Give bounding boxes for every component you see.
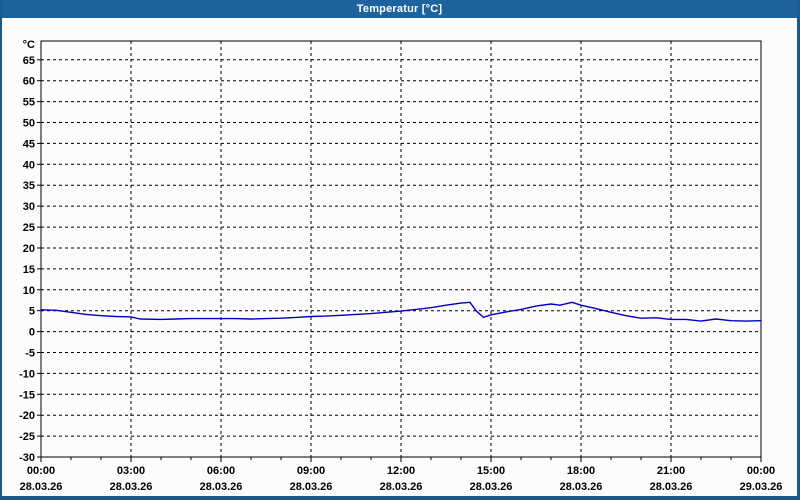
y-tick-label: 35: [23, 180, 35, 192]
y-tick-label: 60: [23, 76, 35, 88]
x-time-label: 09:00: [297, 465, 325, 477]
chart-area: 65 60 55 50 45 40 35 30 25 20 15 10 5 0 -5 -10 -15 -20 -25…: [2, 18, 797, 496]
y-tick-label: -15: [19, 389, 35, 401]
temperature-line: [40, 301, 762, 322]
x-date-label: 28.03.26: [470, 481, 513, 493]
x-time-label: 00:00: [747, 465, 775, 477]
x-date-label: 28.03.26: [200, 481, 243, 493]
y-tick-label: 15: [23, 264, 35, 276]
y-tick-label: 25: [23, 222, 35, 234]
y-tick-label: 0: [29, 327, 35, 339]
x-date-label: 28.03.26: [110, 481, 153, 493]
x-time-label: 21:00: [657, 465, 685, 477]
y-tick-label: -20: [19, 410, 35, 422]
x-date-label: 28.03.26: [560, 481, 603, 493]
y-tick-label: 30: [23, 201, 35, 213]
title-bar: Temperatur [°C]: [2, 0, 797, 18]
y-tick-label: -10: [19, 368, 35, 380]
x-date-label: 29.03.26: [740, 481, 783, 493]
x-date-label: 28.03.26: [290, 481, 333, 493]
x-date-label: 28.03.26: [380, 481, 423, 493]
y-tick-label: -25: [19, 431, 35, 443]
y-tick-label: 40: [23, 159, 35, 171]
y-tick-label: 50: [23, 118, 35, 130]
y-tick-label: 65: [23, 55, 35, 67]
x-time-label: 06:00: [207, 465, 235, 477]
x-time-label: 03:00: [117, 465, 145, 477]
x-time-label: 18:00: [567, 465, 595, 477]
y-tick-label: 10: [23, 285, 35, 297]
y-unit-label: °C: [23, 39, 35, 51]
window-title: Temperatur [°C]: [356, 3, 443, 15]
temperature-chart: 65605550454035302520151050-5-10-15-20-25…: [19, 39, 783, 493]
y-tick-label: 55: [23, 97, 35, 109]
x-time-label: 00:00: [27, 465, 55, 477]
y-tick-label: -5: [25, 348, 35, 360]
x-time-label: 12:00: [387, 465, 415, 477]
y-tick-label: 20: [23, 243, 35, 255]
x-date-label: 28.03.26: [650, 481, 693, 493]
y-tick-label: -30: [19, 452, 35, 464]
y-tick-label: 45: [23, 138, 35, 150]
y-tick-label: 5: [29, 306, 35, 318]
x-date-label: 28.03.26: [20, 481, 63, 493]
x-time-label: 15:00: [477, 465, 505, 477]
